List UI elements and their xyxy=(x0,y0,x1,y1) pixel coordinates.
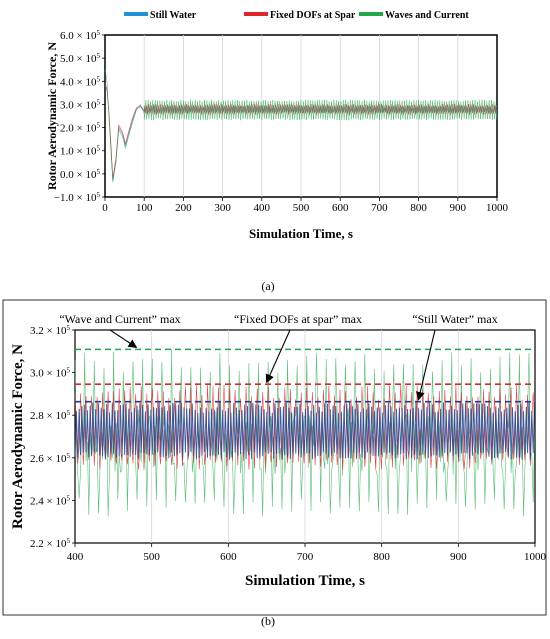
max-lines-b xyxy=(75,348,535,403)
x-tick-label: 100 xyxy=(136,202,153,214)
legend-label: Waves and Current xyxy=(385,10,469,21)
x-tick-label: 900 xyxy=(450,551,467,563)
panel-label-a: (a) xyxy=(261,279,274,293)
x-tick-label: 0 xyxy=(102,202,108,214)
x-tick-label: 700 xyxy=(371,202,388,214)
legend: Still Water Fixed DOFs at Spar Waves and C… xyxy=(124,10,469,21)
annotation-label: “Wave and Current” max xyxy=(59,312,180,326)
annotation-arrow xyxy=(415,329,436,401)
y-axis-label-b: Rotor Aerodynamic Force, N xyxy=(10,344,26,529)
annotations-b: “Wave and Current” max “Fixed DOFs at spa… xyxy=(59,312,498,401)
grid-a xyxy=(143,35,459,197)
x-tick-label: 800 xyxy=(410,202,427,214)
y-tick-label: 4.0 × 105 xyxy=(60,75,100,88)
x-axis-label-b: Simulation Time, s xyxy=(245,573,365,589)
y-ticks-a: 6.0 × 105 5.0 × 105 4.0 × 105 3.0 × 105 2.0 … xyxy=(54,29,105,204)
x-tick-label: 700 xyxy=(297,551,314,563)
y-tick-label: 2.2 × 105 xyxy=(30,537,70,550)
y-tick-label: 5.0 × 105 xyxy=(60,52,100,65)
x-tick-label: 1000 xyxy=(524,551,547,563)
legend-label: Still Water xyxy=(150,10,197,21)
annotation-arrow xyxy=(265,329,291,384)
x-ticks-a: 0 100 200 300 400 500 600 700 800 900 1000 xyxy=(102,197,509,214)
x-tick-label: 300 xyxy=(214,202,231,214)
y-axis-label-a: Rotor Aerodynamic Force, N xyxy=(45,42,59,190)
x-tick-label: 900 xyxy=(450,202,467,214)
x-tick-label: 500 xyxy=(293,202,310,214)
y-tick-label: 0.0 × 105 xyxy=(60,168,100,181)
series-line-still-water xyxy=(74,401,535,460)
series-a xyxy=(104,69,498,183)
annotation-label: “Still Water” max xyxy=(412,312,497,326)
x-tick-label: 600 xyxy=(220,551,237,563)
x-tick-label: 1000 xyxy=(486,202,509,214)
x-tick-label: 800 xyxy=(373,551,390,563)
x-axis-label-a: Simulation Time, s xyxy=(249,226,353,241)
panel-label-b: (b) xyxy=(261,614,275,628)
x-ticks-b: 400 500 600 700 800 900 1000 xyxy=(67,543,547,563)
y-tick-label: 2.0 × 105 xyxy=(60,122,100,135)
x-tick-label: 200 xyxy=(175,202,192,214)
chart-panel-a: Still Water Fixed DOFs at Spar Waves and C… xyxy=(45,10,509,293)
y-tick-label: 1.0 × 105 xyxy=(60,145,100,158)
legend-label: Fixed DOFs at Spar xyxy=(270,10,356,21)
y-tick-label: −1.0 × 105 xyxy=(54,191,101,204)
y-tick-label: 3.0 × 105 xyxy=(60,98,100,111)
y-tick-label: 2.6 × 105 xyxy=(30,452,70,465)
annotation-arrow xyxy=(109,329,138,348)
y-ticks-b: 3.2 × 105 3.0 × 105 2.8 × 105 2.6 × 105 2.4 … xyxy=(30,324,75,550)
y-tick-label: 2.8 × 105 xyxy=(30,409,70,422)
annotation-label: “Fixed DOFs at spar” max xyxy=(234,312,362,326)
y-tick-label: 6.0 × 105 xyxy=(60,29,100,42)
x-tick-label: 400 xyxy=(67,551,84,563)
panel-border-b xyxy=(2,299,547,616)
series-line-waves-and-current xyxy=(104,69,498,183)
y-tick-label: 2.4 × 105 xyxy=(30,494,70,507)
x-tick-label: 400 xyxy=(254,202,271,214)
series-b xyxy=(74,349,535,517)
x-tick-label: 500 xyxy=(143,551,160,563)
y-tick-label: 3.0 × 105 xyxy=(30,367,70,380)
chart-panel-b: “Wave and Current” max “Fixed DOFs at spa… xyxy=(2,299,547,628)
x-tick-label: 600 xyxy=(332,202,349,214)
y-tick-label: 3.2 × 105 xyxy=(30,324,70,337)
